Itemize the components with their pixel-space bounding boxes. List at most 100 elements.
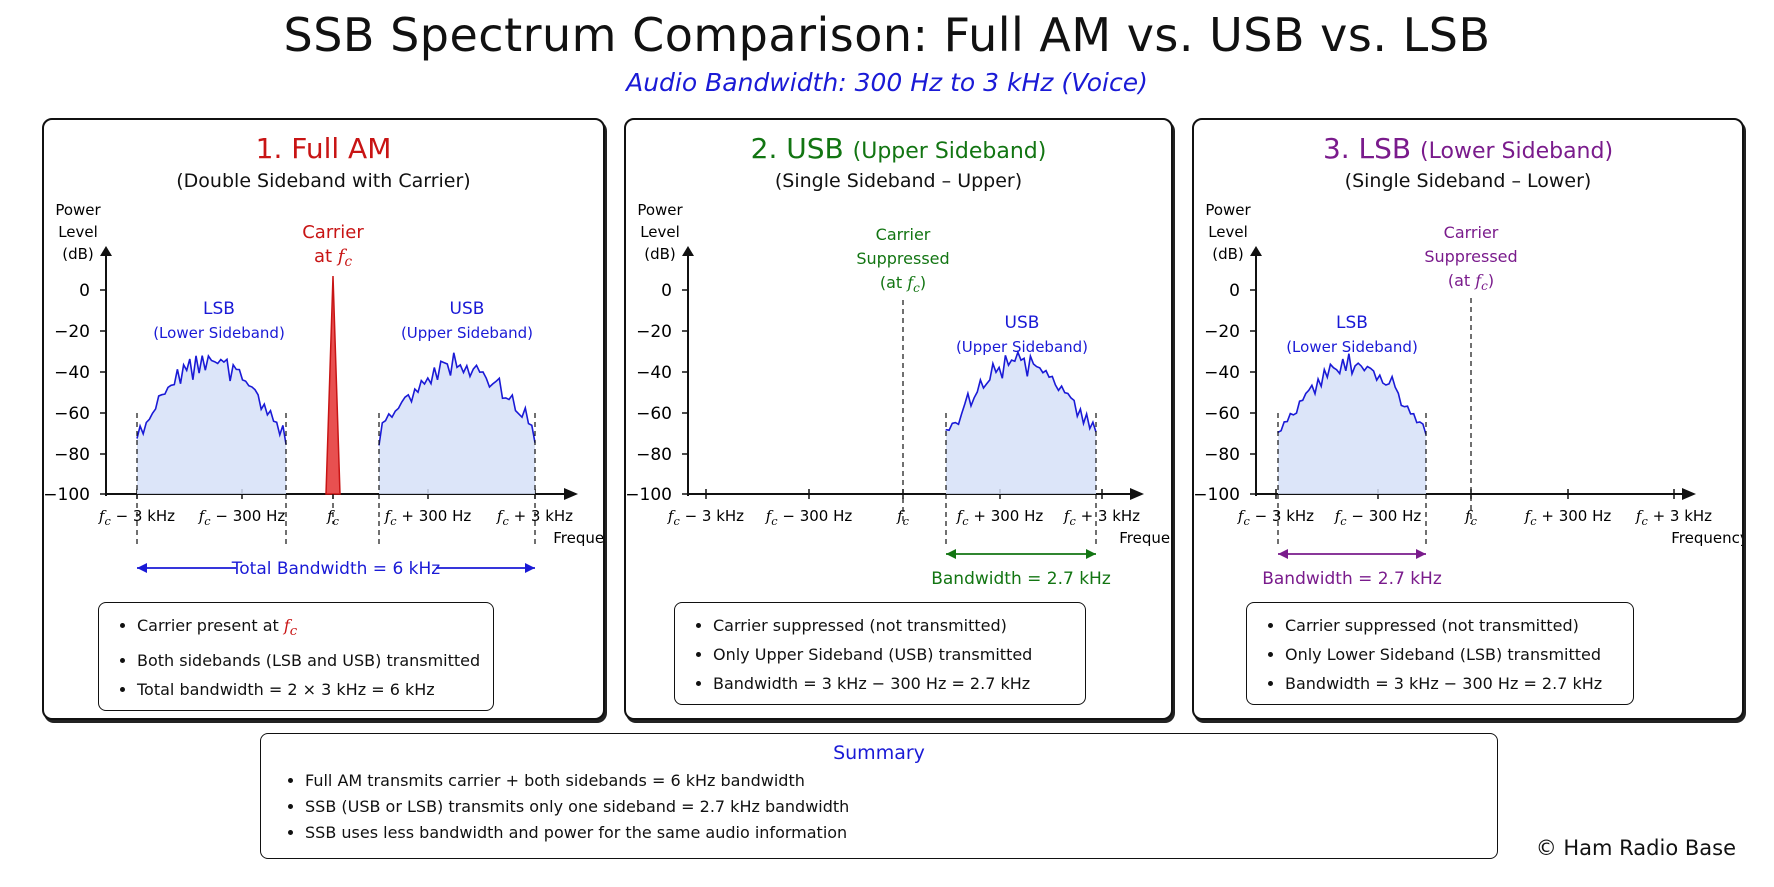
x-axis-arrow (1682, 488, 1696, 500)
bandwidth-arrowhead (1416, 549, 1426, 559)
carrier-label: Carrier (302, 222, 364, 243)
sideband-sublabel: (Lower Sideband) (153, 324, 285, 342)
lsb-sideband-trace (136, 354, 287, 445)
x-tick-label: fc − 3 kHz (1237, 507, 1314, 528)
x-tick-label: fc + 3 kHz (496, 507, 573, 528)
x-axis-arrow (1130, 488, 1144, 500)
panel-usb-notes: Carrier suppressed (not transmitted) Onl… (674, 602, 1086, 705)
y-axis-label-line: Level (58, 223, 98, 241)
summary-item: Full AM transmits carrier + both sideban… (305, 768, 1497, 794)
note-item: Bandwidth = 3 kHz − 300 Hz = 2.7 kHz (713, 669, 1085, 698)
panel-am-title-num: 1. Full AM (255, 132, 392, 165)
note-item: Carrier suppressed (not transmitted) (1285, 611, 1633, 640)
x-tick-label: fc − 300 Hz (1334, 507, 1422, 528)
x-tick-label: fc − 3 kHz (667, 507, 744, 528)
sideband-sublabel: (Upper Sideband) (401, 324, 533, 342)
sideband-label: LSB (203, 299, 235, 319)
x-axis-label: Frequency (553, 529, 603, 547)
page-subtitle: Audio Bandwidth: 300 Hz to 3 kHz (Voice) (626, 68, 1148, 97)
bandwidth-arrowhead (946, 549, 956, 559)
note-item: Only Lower Sideband (LSB) transmitted (1285, 640, 1633, 669)
panel-usb-title-num: 2. USB (750, 132, 844, 165)
note-fc-symbol: fc (283, 616, 298, 640)
x-tick-label: fc (326, 507, 340, 528)
carrier-label-fc: at fc (314, 246, 352, 270)
y-tick-label: 0 (661, 281, 672, 301)
panel-full-am: 1. Full AM (Double Sideband with Carrier… (42, 118, 605, 720)
y-axis-label-line: Power (55, 201, 101, 219)
panel-lsb-title-num: 3. LSB (1322, 132, 1412, 165)
y-tick-label: −20 (1204, 322, 1240, 342)
panel-lsb-title: 3. LSB (Lower Sideband) (1194, 132, 1742, 165)
x-tick-label: fc + 300 Hz (384, 507, 472, 528)
panel-usb-subtitle: (Single Sideband – Upper) (774, 170, 1023, 192)
panel-usb: 2. USB (Upper Sideband) (Single Sideband… (624, 118, 1173, 720)
usb-sideband-trace (378, 352, 536, 446)
y-axis-label-line: (dB) (62, 245, 94, 263)
y-axis-arrow (1250, 246, 1262, 256)
y-tick-label: −20 (54, 322, 90, 342)
x-tick-label: fc + 300 Hz (956, 507, 1044, 528)
sideband-label: LSB (1336, 313, 1368, 333)
x-axis-arrow (564, 488, 578, 500)
page-title: SSB Spectrum Comparison: Full AM vs. USB… (283, 8, 1491, 62)
panel-lsb-subtitle: (Single Sideband – Lower) (1344, 170, 1592, 192)
carrier-label: Suppressed (856, 249, 949, 268)
note-item: Only Upper Sideband (USB) transmitted (713, 640, 1085, 669)
x-tick-label: fc (896, 507, 910, 528)
carrier-label-fc: (at fc) (880, 273, 926, 295)
y-axis-label-line: Level (640, 223, 680, 241)
x-axis-label: Frequency (1119, 529, 1171, 547)
panel-usb-title-extra: (Upper Sideband) (852, 139, 1047, 164)
y-axis-arrow (100, 246, 112, 256)
y-tick-label: −60 (1204, 404, 1240, 424)
bandwidth-label: Bandwidth = 2.7 kHz (1262, 569, 1442, 589)
x-tick-label: fc (1464, 507, 1478, 528)
lsb-sideband-trace (1277, 353, 1427, 435)
panel-lsb-notes: Carrier suppressed (not transmitted) Onl… (1246, 602, 1634, 705)
y-tick-label: −80 (54, 445, 90, 465)
carrier-spike (325, 275, 341, 495)
y-tick-label: −40 (54, 363, 90, 383)
lsb-sideband-fill (137, 355, 286, 494)
panel-am-notes: Carrier present at fc Both sidebands (LS… (98, 602, 494, 712)
sideband-sublabel: (Lower Sideband) (1286, 338, 1418, 356)
bandwidth-label: Total Bandwidth = 6 kHz (231, 559, 441, 579)
panel-lsb: 3. LSB (Lower Sideband) (Single Sideband… (1192, 118, 1744, 720)
lsb-sideband-fill (1278, 353, 1426, 494)
note-item: Bandwidth = 3 kHz − 300 Hz = 2.7 kHz (1285, 669, 1633, 698)
y-axis-label-line: Power (1205, 201, 1251, 219)
note-item: Total bandwidth = 2 × 3 kHz = 6 kHz (137, 675, 493, 704)
y-tick-label: 0 (1229, 281, 1240, 301)
summary-item: SSB uses less bandwidth and power for th… (305, 820, 1497, 846)
sideband-sublabel: (Upper Sideband) (956, 338, 1088, 356)
y-axis-label-line: Power (637, 201, 683, 219)
y-tick-label: −100 (626, 485, 672, 505)
sideband-label: USB (450, 299, 485, 319)
sideband-label: USB (1005, 313, 1040, 333)
panel-am-subtitle: (Double Sideband with Carrier) (176, 170, 471, 192)
x-tick-label: fc − 300 Hz (198, 507, 286, 528)
bandwidth-label: Bandwidth = 2.7 kHz (931, 569, 1111, 589)
y-tick-label: −20 (636, 322, 672, 342)
note-item: Carrier present at fc (137, 611, 493, 646)
x-tick-label: fc − 300 Hz (765, 507, 853, 528)
y-axis-arrow (682, 246, 694, 256)
panel-am-title: 1. Full AM (44, 132, 603, 165)
note-item: Both sidebands (LSB and USB) transmitted (137, 646, 493, 675)
bandwidth-arrowhead (1278, 549, 1288, 559)
carrier-label: Suppressed (1424, 247, 1517, 266)
y-axis-label-line: (dB) (644, 245, 676, 263)
y-tick-label: −60 (54, 404, 90, 424)
y-tick-label: 0 (79, 281, 90, 301)
usb-sideband-fill (946, 352, 1096, 494)
bandwidth-arrowhead (1086, 549, 1096, 559)
panel-lsb-title-extra: (Lower Sideband) (1420, 139, 1614, 164)
usb-sideband-fill (379, 352, 535, 494)
carrier-label-fc: (at fc) (1448, 271, 1494, 293)
y-tick-label: −40 (1204, 363, 1240, 383)
y-tick-label: −40 (636, 363, 672, 383)
y-tick-label: −100 (44, 485, 90, 505)
